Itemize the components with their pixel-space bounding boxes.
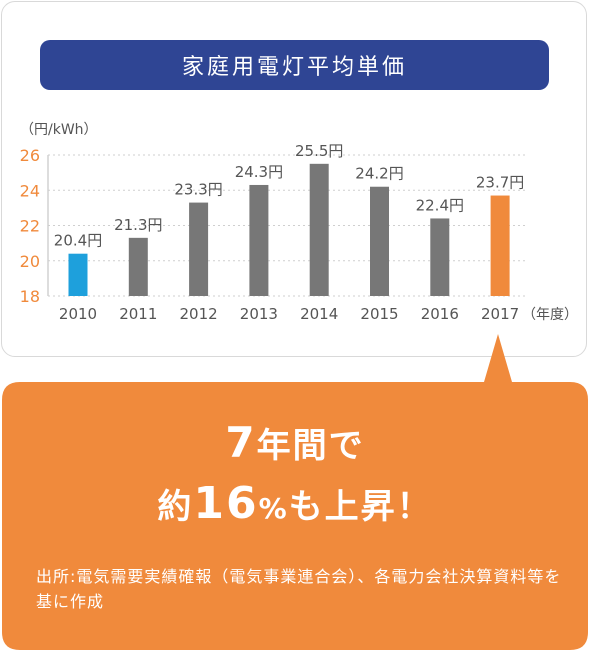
callout-background <box>2 334 588 650</box>
bar-2016 <box>430 218 450 296</box>
y-axis-label: （円/kWh） <box>20 122 98 138</box>
y-tick-label: 18 <box>20 287 40 306</box>
x-tick-label-2017: 2017 <box>481 305 519 323</box>
bar-2014 <box>309 163 329 296</box>
x-tick-label-2010: 2010 <box>59 305 97 323</box>
x-tick-label-2012: 2012 <box>180 305 218 323</box>
source-note: 出所:電気需要実績確報（電気事業連合会）、各電力会社決算資料等を基に作成 <box>36 567 562 611</box>
data-label-2012: 23.3円 <box>174 181 222 199</box>
bar-2013 <box>249 184 269 296</box>
percent-number: 16 <box>193 478 259 529</box>
x-tick-label-2015: 2015 <box>360 305 398 323</box>
data-label-2013: 24.3円 <box>235 163 283 181</box>
bar-2010 <box>68 253 88 296</box>
percent-sign: % <box>258 492 289 525</box>
x-tick-label-2016: 2016 <box>421 305 459 323</box>
data-label-2016: 22.4円 <box>416 196 464 214</box>
y-tick-label: 24 <box>20 181 40 200</box>
x-tick-label-2011: 2011 <box>119 305 157 323</box>
x-tick-label-2014: 2014 <box>300 305 338 323</box>
approx-text: 約 <box>157 487 194 527</box>
bar-2015 <box>370 186 389 296</box>
callout-headline-line2: 約16%も上昇！ <box>0 478 590 529</box>
data-label-2010: 20.4円 <box>54 232 102 250</box>
years-text: 年間で <box>256 426 365 466</box>
y-tick-label: 26 <box>20 146 40 165</box>
bar-2012 <box>189 202 209 296</box>
y-tick-label: 22 <box>20 217 40 236</box>
data-label-2011: 21.3円 <box>114 216 162 234</box>
bar-chart: 26 24 22 20 18 （円/kWh） 20.4円 21.3円 23.3円 24.3円 2… <box>20 122 578 323</box>
x-axis-label: （年度） <box>522 307 578 323</box>
bar-2011 <box>128 237 148 296</box>
increase-text: も上昇！ <box>288 487 433 527</box>
data-label-2015: 24.2円 <box>355 165 403 183</box>
callout-headline-line1: 7年間で <box>0 418 590 467</box>
data-label-2014: 25.5円 <box>295 142 343 160</box>
x-tick-label-2013: 2013 <box>240 305 278 323</box>
bar-2017 <box>490 195 510 296</box>
years-number: 7 <box>225 418 257 467</box>
y-tick-label: 20 <box>20 252 40 271</box>
chart-title: 家庭用電灯平均単価 <box>40 40 549 90</box>
data-label-2017: 23.7円 <box>476 174 524 192</box>
